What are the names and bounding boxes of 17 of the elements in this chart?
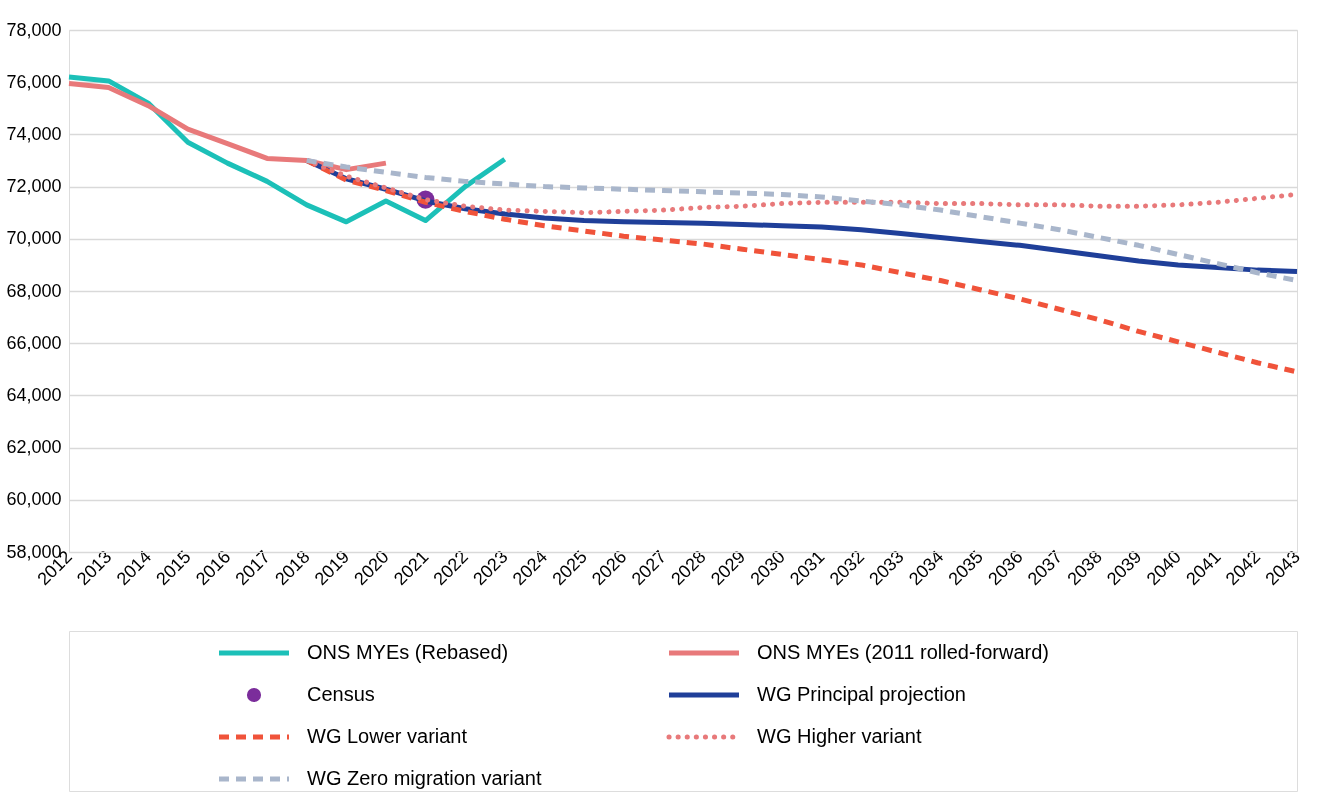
legend-label: WG Higher variant	[757, 725, 922, 747]
y-tick-label: 72,000	[6, 176, 62, 197]
y-tick-label: 76,000	[6, 71, 62, 92]
legend-label: WG Lower variant	[307, 725, 468, 747]
legend-label: Census	[307, 683, 375, 705]
y-tick-label: 66,000	[6, 332, 62, 353]
y-tick-label: 70,000	[6, 228, 62, 249]
legend-label: ONS MYEs (2011 rolled-forward)	[757, 641, 1049, 663]
y-tick-label: 64,000	[6, 384, 62, 405]
y-tick-label: 74,000	[6, 123, 62, 144]
y-tick-label: 60,000	[6, 489, 62, 510]
legend-label: ONS MYEs (Rebased)	[307, 641, 509, 663]
y-tick-label: 68,000	[6, 280, 62, 301]
legend-label: WG Zero migration variant	[307, 767, 542, 789]
y-tick-label: 62,000	[6, 437, 62, 458]
legend-label: WG Principal projection	[757, 683, 966, 705]
y-tick-label: 78,000	[6, 19, 62, 40]
